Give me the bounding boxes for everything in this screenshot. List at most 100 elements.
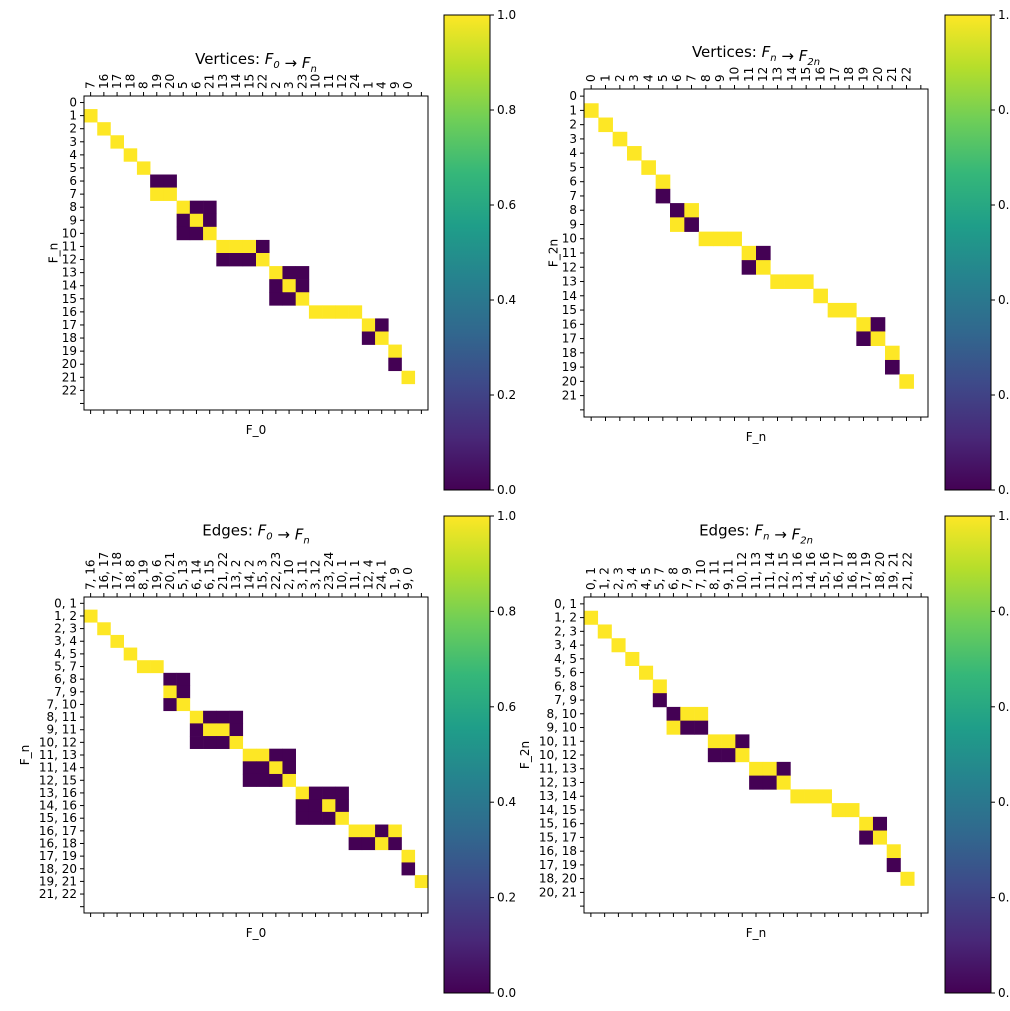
heatmap-cell: [203, 200, 217, 215]
heatmap-cell: [845, 803, 860, 818]
x-tick-label: 17: [828, 67, 842, 82]
heatmap-cell: [698, 231, 714, 247]
heatmap-cell: [295, 266, 310, 280]
heatmap-cell: [639, 665, 654, 680]
y-tick-label: 6, 8: [554, 679, 577, 693]
colorbar-tick-label: 0.8: [998, 604, 1010, 618]
y-tick-label: 4: [569, 146, 577, 160]
colorbar-tick-label: 0.6: [998, 198, 1010, 212]
x-tick-label: 9, 11: [721, 559, 735, 590]
heatmap-cell: [282, 773, 296, 787]
colorbar-frame: [443, 515, 491, 994]
y-tick-label: 20: [562, 374, 577, 388]
x-tick-label: 8, 11: [708, 559, 722, 590]
y-axis-label: F_2n: [518, 741, 532, 769]
y-tick-label: 1, 2: [54, 609, 77, 623]
x-tick-label: 0: [401, 81, 415, 89]
x-tick-label: 5, 7: [653, 567, 667, 590]
heatmap-cell: [856, 331, 871, 346]
y-tick-label: 19: [562, 360, 577, 374]
heatmap-cell: [361, 824, 376, 838]
colorbar-tick-label: 0.4: [497, 795, 516, 809]
x-tick-label: 14: [785, 67, 799, 82]
x-tick-label: 15, 16: [818, 552, 832, 590]
heatmap-cell: [203, 723, 217, 737]
x-tick-label: 8, 19: [137, 559, 151, 590]
heatmap-cell: [203, 710, 217, 724]
heatmap-cell: [401, 862, 416, 876]
heatmap-cell: [652, 679, 667, 694]
heatmap-cell: [242, 761, 257, 775]
heatmap-cell: [189, 226, 204, 241]
heatmap-cell: [886, 844, 901, 859]
x-tick-label: 6: [670, 74, 684, 82]
x-tick-label: 16: [97, 74, 111, 89]
y-tick-label: 0: [569, 89, 577, 103]
x-tick-label: 20, 21: [163, 552, 177, 590]
y-tick-label: 8, 10: [546, 707, 577, 721]
y-tick-label: 2, 3: [54, 622, 77, 636]
x-tick-label: 6, 8: [666, 567, 680, 590]
y-tick-label: 4, 5: [54, 647, 77, 661]
y-tick-label: 8: [69, 200, 77, 214]
colorbar-frame: [944, 14, 992, 491]
x-tick-label: 18, 8: [123, 559, 137, 590]
heatmap-cell: [242, 253, 257, 267]
heatmap-cell: [684, 203, 699, 218]
heatmap-cell: [282, 292, 296, 306]
y-tick-label: 11, 13: [539, 762, 577, 776]
y-tick-label: 19, 21: [39, 874, 77, 888]
heatmap-cell: [776, 775, 791, 790]
x-tick-label: 21, 22: [216, 552, 230, 590]
heatmap-cell: [856, 317, 871, 332]
heatmap-cell: [163, 698, 177, 712]
heatmap-cell: [831, 803, 846, 818]
heatmap-cell: [282, 266, 296, 280]
y-tick-label: 8, 11: [46, 710, 77, 724]
colorbar-tick-label: 0.2: [998, 891, 1010, 905]
x-tick-label: 5: [656, 74, 670, 82]
y-tick-label: 5: [569, 160, 577, 174]
x-tick-label: 6: [189, 81, 203, 89]
y-tick-label: 11: [62, 239, 77, 253]
y-tick-label: 11: [562, 246, 577, 260]
y-tick-label: 12: [62, 253, 77, 267]
heatmap-cell: [749, 761, 764, 776]
y-tick-label: 17, 19: [539, 858, 577, 872]
y-tick-label: 15: [562, 303, 577, 317]
y-tick-label: 1: [69, 109, 77, 123]
heatmap-cell: [872, 830, 888, 845]
y-axis-label: F_2n: [547, 239, 561, 267]
x-tick-label: 22, 23: [269, 552, 283, 590]
heatmap-cell: [189, 723, 204, 737]
colorbar-frame: [443, 14, 491, 491]
x-tick-label: 10, 12: [735, 552, 749, 590]
heatmap-cell: [756, 245, 771, 261]
heatmap-cell: [361, 837, 376, 851]
heatmap-cell: [150, 660, 164, 674]
y-axis-label: F_n: [18, 745, 32, 766]
heatmap-cell: [150, 174, 164, 188]
y-tick-label: 4: [69, 148, 77, 162]
heatmap-cell: [136, 161, 151, 175]
y-tick-label: 4, 5: [554, 652, 577, 666]
heatmap-cell: [295, 279, 310, 293]
x-tick-label: 1: [361, 81, 375, 89]
plot-frame: [83, 95, 429, 411]
x-axis-label: F_0: [246, 423, 267, 437]
y-tick-label: 12: [562, 260, 577, 274]
colorbar-tick-label: 0.4: [998, 293, 1010, 307]
heatmap-cell: [176, 226, 191, 241]
heatmap-cell: [123, 647, 138, 661]
y-tick-label: 15, 16: [39, 811, 77, 825]
heatmap-cell: [269, 292, 283, 306]
colorbar: [444, 516, 490, 993]
heatmap-cell: [203, 736, 217, 749]
colorbar-tick-label: 0.0: [497, 986, 516, 1000]
y-tick-label: 3: [69, 135, 77, 149]
chart-title: Vertices: F0 → Fn: [195, 50, 317, 75]
heatmap-cell: [388, 837, 402, 851]
x-tick-label: 12: [756, 67, 770, 82]
heatmap-cell: [611, 638, 626, 653]
